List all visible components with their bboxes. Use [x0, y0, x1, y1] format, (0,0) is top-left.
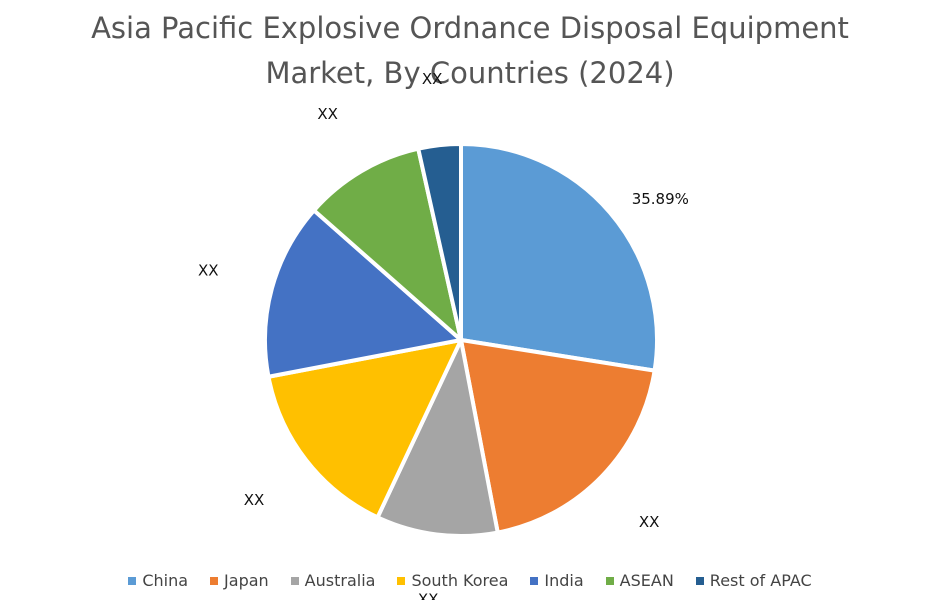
legend-swatch-rest-of-apac	[695, 576, 704, 585]
legend-label-australia: Australia	[304, 571, 376, 590]
legend-label-rest-of-apac: Rest of APAC	[709, 571, 812, 590]
legend-label-india: India	[544, 571, 584, 590]
pie-slice-australia	[375, 338, 500, 538]
pie-slice-japan	[459, 338, 657, 535]
legend-swatch-south-korea	[397, 576, 406, 585]
data-label-australia: XX	[418, 590, 439, 600]
chart-title: Asia Pacific Explosive Ordnance Disposal…	[0, 6, 940, 96]
data-label-asean: XX	[317, 105, 338, 123]
pie-slice-south-korea	[266, 338, 463, 520]
pie-slice-asean	[311, 146, 463, 342]
legend-swatch-asean	[605, 576, 614, 585]
legend-item-south-korea: South Korea	[397, 571, 508, 590]
legend-swatch-india	[530, 576, 539, 585]
legend-item-japan: Japan	[210, 571, 269, 590]
legend-label-china: China	[142, 571, 189, 590]
legend-swatch-china	[128, 576, 137, 585]
pie-slice-india	[263, 208, 463, 379]
chart-title-line-1: Asia Pacific Explosive Ordnance Disposal…	[91, 11, 849, 45]
chart-legend: China Japan Australia South Korea India ASEAN…	[0, 571, 940, 590]
data-label-japan: XX	[639, 513, 660, 531]
pie-slice-china	[459, 142, 659, 373]
legend-swatch-japan	[210, 576, 219, 585]
data-label-south-korea: XX	[244, 491, 265, 509]
legend-item-australia: Australia	[290, 571, 376, 590]
legend-item-rest-of-apac: Rest of APAC	[695, 571, 812, 590]
legend-item-india: India	[530, 571, 584, 590]
legend-label-japan: Japan	[224, 571, 269, 590]
data-label-india: XX	[198, 261, 219, 279]
data-label-rest-of-apac: XX	[422, 70, 443, 88]
legend-label-asean: ASEAN	[619, 571, 674, 590]
data-label-china: 35.89%	[632, 190, 689, 208]
pie-slice-rest-of-apac	[416, 142, 463, 342]
chart-title-line-2: Market, By Countries (2024)	[265, 56, 675, 90]
legend-label-south-korea: South Korea	[411, 571, 509, 590]
legend-item-asean: ASEAN	[605, 571, 674, 590]
legend-swatch-australia	[290, 576, 299, 585]
legend-item-china: China	[128, 571, 188, 590]
